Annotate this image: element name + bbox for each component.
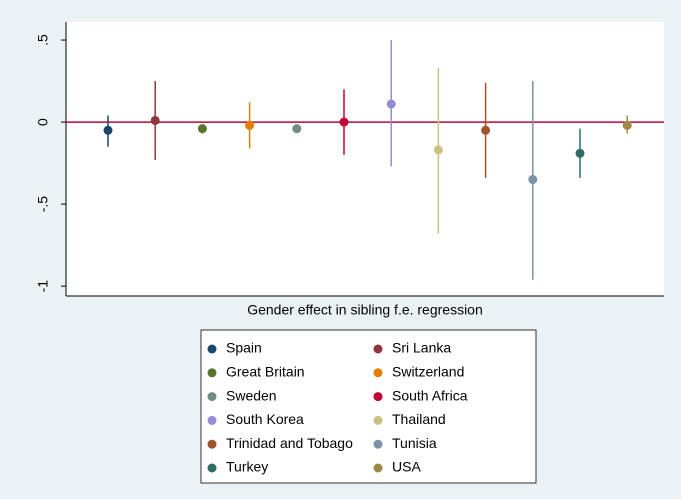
legend-marker (373, 344, 383, 354)
y-tick-label: -.5 (35, 196, 51, 213)
legend-label: USA (392, 459, 421, 475)
point (103, 125, 113, 135)
legend-marker (373, 439, 383, 449)
y-tick-label: .5 (35, 34, 51, 46)
plot-area (66, 22, 664, 296)
point (386, 99, 396, 109)
legend-label: South Korea (226, 411, 304, 427)
legend-marker (373, 368, 383, 378)
legend-label: Sri Lanka (392, 340, 451, 356)
point (245, 120, 255, 130)
legend-label: Great Britain (226, 364, 305, 380)
legend-marker (373, 463, 383, 473)
legend-label: South Africa (392, 387, 468, 403)
legend-marker (207, 463, 217, 473)
y-tick-label: -1 (35, 280, 51, 293)
legend-marker (373, 392, 383, 402)
x-axis-title: Gender effect in sibling f.e. regression (247, 302, 483, 318)
legend-marker (207, 368, 217, 378)
legend-marker (207, 415, 217, 425)
point (339, 117, 349, 127)
point (481, 125, 491, 135)
legend-marker (207, 392, 217, 402)
point (197, 124, 207, 134)
point (433, 145, 443, 155)
point (150, 115, 160, 125)
legend-label: Thailand (392, 411, 446, 427)
point (575, 148, 585, 158)
legend-marker (207, 344, 217, 354)
y-tick-label: 0 (35, 118, 51, 126)
legend (200, 329, 537, 484)
legend-label: Spain (226, 340, 262, 356)
point (528, 175, 538, 185)
legend-marker (373, 415, 383, 425)
legend-label: Switzerland (392, 364, 464, 380)
legend-label: Sweden (226, 387, 277, 403)
legend-label: Trinidad and Tobago (226, 435, 353, 451)
point (292, 124, 302, 134)
legend-label: Tunisia (392, 435, 437, 451)
legend-label: Turkey (226, 459, 268, 475)
point (622, 120, 632, 130)
legend-marker (207, 439, 217, 449)
